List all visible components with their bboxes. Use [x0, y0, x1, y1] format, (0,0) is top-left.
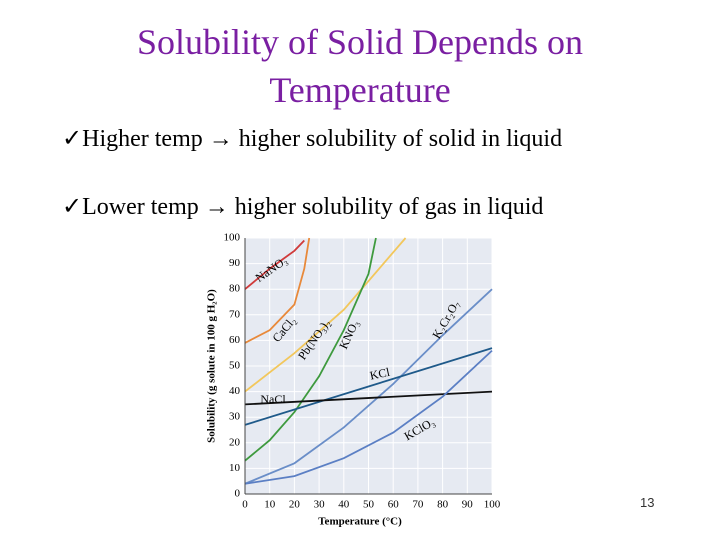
series-line	[244, 239, 305, 290]
bullet-text: Lower temp → higher solubility of gas in…	[82, 194, 544, 220]
y-tick-label: 50	[229, 360, 241, 372]
x-tick-label: 30	[314, 499, 326, 511]
x-tick-label: 90	[462, 499, 474, 511]
x-tick-label: 0	[242, 499, 248, 511]
series-line	[244, 237, 377, 462]
x-tick-label: 50	[363, 499, 375, 511]
y-tick-label: 60	[229, 334, 241, 346]
x-tick-label: 80	[437, 499, 449, 511]
bullet-marker: ✓	[62, 126, 83, 152]
x-tick-label: 100	[484, 499, 501, 511]
y-tick-label: 0	[235, 488, 241, 500]
x-tick-label: 60	[388, 499, 400, 511]
x-tick-label: 10	[264, 499, 276, 511]
series-line	[244, 237, 311, 344]
y-tick-label: 70	[229, 308, 241, 320]
chart: Temperature (°C) Solubility (g solute in…	[206, 232, 501, 528]
y-tick-label: 30	[229, 411, 241, 423]
y-axis-title: Solubility (g solute in 100 g H₂O)	[206, 289, 218, 443]
series-line	[244, 349, 493, 485]
bullet-marker: ✓	[62, 194, 83, 220]
y-tick-label: 80	[229, 283, 241, 295]
bullet: ✓Lower temp → higher solubility of gas i…	[62, 192, 543, 221]
y-tick-label: 40	[229, 385, 241, 397]
series-line	[244, 390, 493, 406]
series-line	[244, 347, 493, 426]
y-tick-label: 90	[229, 257, 241, 269]
series-line	[244, 237, 407, 393]
y-tick-label: 10	[229, 462, 241, 474]
bullet: ✓Higher temp → higher solubility of soli…	[62, 124, 562, 153]
series-label: KCl	[368, 365, 391, 383]
x-tick-label: 40	[338, 499, 350, 511]
y-tick-label: 20	[229, 436, 241, 448]
bullet-text: Higher temp → higher solubility of solid…	[82, 126, 563, 152]
page-number: 13	[640, 495, 655, 510]
series-label: NaCl	[260, 392, 286, 406]
x-tick-label: 20	[289, 499, 301, 511]
y-tick-label: 100	[224, 232, 241, 244]
slide-title: Solubility of Solid Depends on Temperatu…	[136, 22, 583, 110]
series-line	[244, 288, 493, 485]
x-axis-title: Temperature (°C)	[318, 516, 402, 528]
x-tick-label: 70	[412, 499, 424, 511]
